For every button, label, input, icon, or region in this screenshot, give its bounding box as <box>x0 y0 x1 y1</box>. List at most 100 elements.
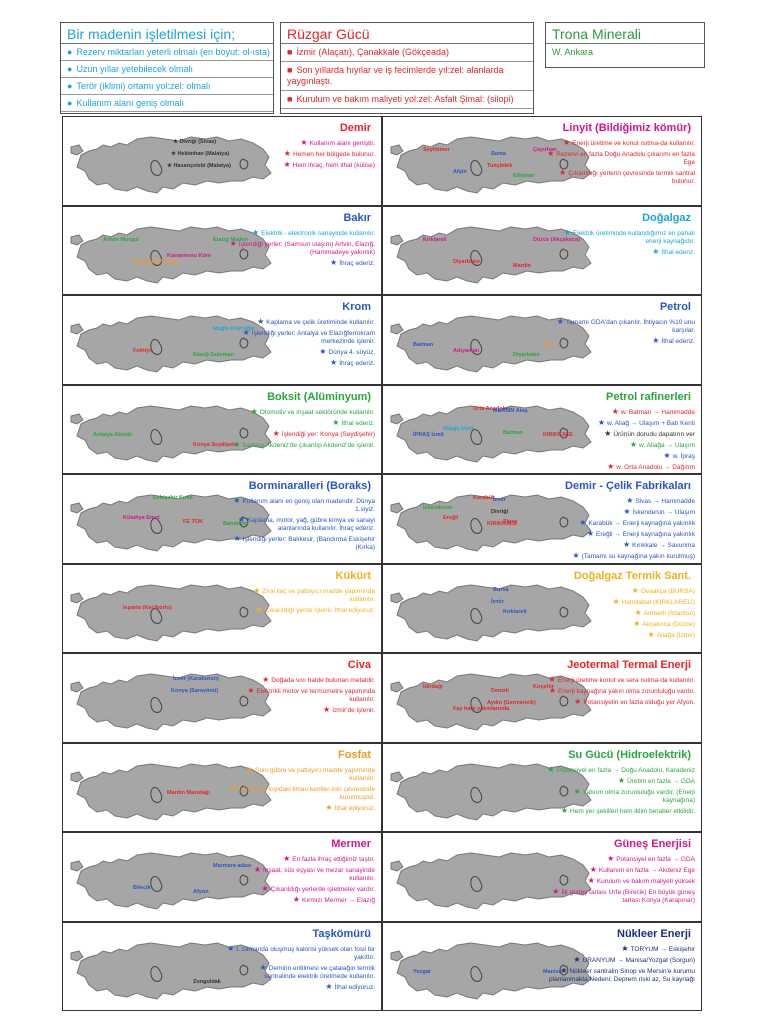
card-bullet-text: En fazla ihraç ettiğimiz taştır. <box>292 856 375 863</box>
card-bullet: ★ Kullanım alanı en geniş olan madendir. … <box>227 497 375 514</box>
turkey-map-icon <box>390 404 592 463</box>
star-icon: ★ <box>623 507 631 516</box>
card-bullet: ★ İşletmeler kıyıdaki liman kentler-inin … <box>227 784 375 802</box>
star-icon: ★ <box>572 551 580 560</box>
card-bullet: ★ Rezervi en fazla Doğu Anadolu çıkarımı … <box>547 150 695 167</box>
star-icon: ★ <box>272 428 280 438</box>
resource-card-7: Konya Seydişehir Antalya Akseki Boksit (A… <box>62 384 382 474</box>
map-location-label: İdirdağı <box>423 684 443 690</box>
card-bullet-text: Suni gübre ve patlayıcı madde yapımında … <box>255 766 375 782</box>
card-bullet: ★ Çıkarıldığı yerlerin çevresinde termik … <box>547 169 695 186</box>
card-bullet-text: İlk güneş tarlası Urfa (Birecik) En büyü… <box>561 889 695 904</box>
card-bullet: ★ İnşaat, süs eşyası ve mezar sanayinde k… <box>227 866 375 883</box>
card-title: Fosfat <box>338 748 371 761</box>
map-location-label: Fay hattı yakınlarında <box>453 706 510 712</box>
card-bullet: ★ İlk güneş tarlası Urfa (Birecik) En büy… <box>547 888 695 905</box>
card-bullet-text: URANYUM → Manisa/Yozgat (Sorgun) <box>582 956 695 964</box>
card-bullet: ★ Otomotiv ve inşaat sektöründe kullanılı… <box>227 407 375 417</box>
resource-card-row: İzmir (Karaburun) Konya (Sarayönü) Civa ★… <box>62 653 702 743</box>
card-bullet-text: Potansiyelin en fazla olduğu yer Afyon. <box>583 699 695 706</box>
card-bullet: ★ Elektrikli motor ve termometre yapımınd… <box>227 687 375 704</box>
card-title: Mermer <box>331 838 371 850</box>
card-bullet: ★ Potansiyel en fazla → Doğu Anadolu, Kar… <box>547 765 695 775</box>
trona-mineral-text: W. Ankara <box>552 47 594 57</box>
resource-card-15: Mardin Mazıdağı Fosfat ★ Suni gübre ve pa… <box>62 742 382 832</box>
map-location-label: ★ Hasançelebi (Malatya) <box>167 163 231 169</box>
map-location-label: FE TOK <box>183 519 204 525</box>
card-title: Krom <box>342 301 371 313</box>
star-icon: ★ <box>621 943 629 953</box>
map-location-label: İzmir <box>491 598 504 605</box>
resource-card-4: Kırklareli Düzce (Akçakoca) Diyarbakır Mard… <box>382 205 702 295</box>
mine-operation-title: Bir madenin işletilmesi için; <box>61 23 273 44</box>
card-title: Petrol rafinerleri <box>606 390 691 403</box>
turkey-map-icon <box>390 315 592 373</box>
card-bullet-text: Sadece Akdeniz'de çıkarılıp Akdeniz'de i… <box>242 441 375 449</box>
resource-card-20: Yozgat Manisa Nükleer Enerji ★ TORYUM → Es… <box>382 921 702 1011</box>
resource-card-row: Bandırma Eskişehir Kırka Kütahya Emet FE TO… <box>62 474 702 564</box>
map-location-label: Batman <box>503 429 524 436</box>
card-bullet-text: Zirai ilaç ve patlayıcı madde yapımında … <box>262 587 375 603</box>
card-bullet: ★ İthal ederiz. <box>227 418 375 428</box>
star-icon: ★ <box>325 981 333 991</box>
card-bullet-text: Kaplama ve çelik üretiminde kullanılır. <box>266 319 375 326</box>
card-bullet: ★ Çıkarıldığı yerlerde işletmeler vardır. <box>227 885 375 894</box>
card-bullet-text: Ürünün dorudu dapatırın ver <box>613 430 695 438</box>
map-location-label: Eskişehir Kırka <box>153 495 193 501</box>
star-icon: ★ <box>562 138 571 147</box>
card-bullet-text: Çıkarıldığı yerde işlenir. İthal ediyoru… <box>264 606 375 614</box>
card-title: Jeotermal Termal Enerji <box>567 659 691 671</box>
card-bullet-text: Hem ihraç, hem ithal (külise) <box>292 162 375 169</box>
card-bullet: ★ Potansiyel en fazla → GDA <box>547 855 695 864</box>
star-icon: ★ <box>229 238 237 248</box>
map-location-label: Bandırma <box>223 521 249 527</box>
card-bullet: ★ Hemen her bölgede bulunur. <box>227 150 375 159</box>
resource-card-row: Mardin Mazıdağı Fosfat ★ Suni gübre ve pa… <box>62 742 702 832</box>
star-icon: ★ <box>647 629 655 639</box>
wind-power-title: Rüzgar Gücü <box>281 23 533 44</box>
card-bullet-text: Enerji kaynağına yakın olma zorunluluğu … <box>558 688 695 695</box>
card-bullet-text: Kullanım alanı en geniş olan madendir. D… <box>242 498 375 513</box>
star-icon: ★ <box>652 336 660 345</box>
card-title: Civa <box>347 659 371 671</box>
card-bullet-list: ★ Enerji üretime konut ve sera ısıtma-da … <box>547 676 695 709</box>
map-location-label: Konya Seydişehir <box>193 441 240 448</box>
star-icon: ★ <box>563 227 571 237</box>
card-bullet-text: Ovaakça (BURSA) <box>640 587 695 595</box>
map-location-label: Bilecik <box>133 885 151 891</box>
card-bullet-text: İthal ederiz. <box>341 419 375 427</box>
resource-card-row: ★ Divriği (Sivas) ★ Hekimhan (Malatya) ★ H… <box>62 116 702 206</box>
map-location-label: Düzce (Akçakoca) <box>533 236 581 243</box>
card-bullet-text: Kurulum ve bakım maliyeti yüksek <box>596 878 695 885</box>
resource-card-grid: ★ Divriği (Sivas) ★ Hekimhan (Malatya) ★ H… <box>62 116 702 1011</box>
map-location-label: Tunçbilek <box>487 163 513 169</box>
map-location-label: KIRIKKALE <box>487 521 517 527</box>
card-bullet-list: ★ Elektrik üretiminde kullandığımız en pa… <box>547 227 695 259</box>
map-location-label: ★ Hekimhan (Malatya) <box>171 151 230 157</box>
card-bullet-list: ★ Otomotiv ve inşaat sektöründe kullanılı… <box>227 407 375 452</box>
star-icon: ★ <box>548 686 557 695</box>
star-icon: ★ <box>292 895 301 904</box>
resource-card-18: Güneş Enerjisi ★ Potansiyel en fazla → GD… <box>382 832 702 922</box>
wind-power-box: Rüzgar Gücü İzmir (Alaçatı), Çanakkale (… <box>280 22 534 114</box>
card-bullet-text: Karabük → Enerji kaynağına yakınlık <box>588 520 695 527</box>
turkey-map-icon <box>70 583 272 642</box>
turkey-map-icon <box>70 941 272 1000</box>
map-location-label: Afyon <box>193 889 209 895</box>
star-icon: ★ <box>227 943 235 953</box>
card-bullet-text: İthal ediyoruz. <box>334 804 375 812</box>
map-location-label: İskenderun <box>423 505 453 511</box>
wind-power-item: Son yıllarda hıyılar ve iş fecimlerde yı… <box>281 62 533 91</box>
map-location-label: Orta Anadolu <box>473 405 508 412</box>
card-bullet: ★ İzmir'de işlenir. <box>227 706 375 715</box>
card-bullet-list: ★ Kullanım alanı geniştir. ★ Hemen her bölg… <box>227 139 375 172</box>
map-location-label: Aydın (Germencik) <box>487 700 536 706</box>
card-bullet: ★ Akçakoca (Düzce) <box>547 619 695 629</box>
card-bullet: ★ Enerji kaynağına yakın olma zorunluluğu… <box>547 687 695 696</box>
turkey-map-icon <box>390 583 592 642</box>
card-bullet: ★ Kaplama, motor, yağ, gübre kimya ve san… <box>227 516 375 533</box>
card-bullet-text: I. zamanda oluşmuş kalorisi yüksek olan … <box>236 945 375 961</box>
star-icon: ★ <box>622 540 631 549</box>
card-bullet-text: Hemen her bölgede bulunur. <box>292 151 375 158</box>
card-bullet-list: ★ Potansiyel en fazla → GDA ★ Kullanım en f… <box>547 855 695 907</box>
